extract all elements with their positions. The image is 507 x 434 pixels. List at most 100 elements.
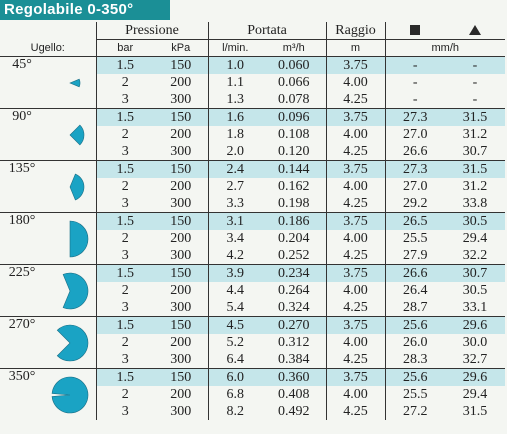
cell-sq: -	[384, 74, 446, 91]
cell-m3h: 0.324	[278, 299, 310, 315]
cell-m: 4.00	[325, 126, 386, 143]
spray-sector-icon	[69, 173, 84, 200]
cell-lmin: 5.2	[207, 334, 263, 351]
table-row: 3 300 8.2 0.492 4.25 27.2 31.5	[0, 403, 505, 420]
spray-sector-icon	[62, 272, 89, 309]
cell-kpa: 200	[170, 230, 192, 246]
table-row: 270° 1.5 150 4.5 0.270 3.75 25.6 29.6	[0, 316, 506, 369]
cell-kpa: 200	[170, 74, 192, 90]
table-row: 2 200 6.8 0.408 4.00 25.5 29.4	[0, 386, 505, 403]
spec-table: Pressione Portata Raggio Ugello: bar kPa…	[0, 22, 506, 420]
cell-m3h: 0.144	[262, 160, 327, 178]
cell-lmin: 5.4	[207, 299, 263, 317]
cell-kpa: 300	[170, 143, 192, 159]
table-row: 3 300 2.0 0.120 4.25 26.6 30.7	[0, 143, 505, 161]
table-row: 2 200 4.4 0.264 4.00 26.4 30.5	[0, 282, 505, 299]
table-row: 2 200 2.7 0.162 4.00 27.0 31.2	[0, 178, 505, 195]
cell-m: 4.25	[325, 195, 386, 213]
cell-sq: -	[384, 56, 446, 74]
cell-m3h: 0.360	[262, 368, 327, 386]
cell-tri: 31.2	[462, 126, 488, 142]
spray-pattern-cell	[44, 316, 97, 369]
cell-m3h: 0.108	[278, 126, 310, 142]
cell-m: 4.25	[325, 247, 386, 265]
cell-kpa: 150	[154, 212, 209, 230]
table-body: Pressione Portata Raggio Ugello: bar kPa…	[0, 22, 506, 420]
nozzle-angle: 45°	[0, 56, 44, 109]
cell-lmin: 2.4	[207, 160, 263, 178]
table-row: 45° 1.5 150 1.0 0.060 3.75- -	[0, 56, 506, 109]
nozzle-angle: 270°	[0, 316, 44, 369]
table-title: Regolabile 0-350°	[0, 0, 170, 20]
cell-bar: 3	[95, 195, 154, 213]
cell-m3h: 0.270	[262, 316, 327, 334]
cell-tri: 30.5	[445, 212, 506, 230]
cell-tri: 30.5	[462, 282, 488, 298]
cell-lmin: 6.4	[207, 351, 263, 369]
cell-kpa: 300	[170, 299, 192, 315]
cell-m3h: 0.264	[278, 282, 310, 298]
cell-m: 4.25	[325, 143, 386, 161]
table-row: 350° 1.5 150 6.0 0.360 3.75 25.6 29.6	[0, 368, 506, 420]
unit-lmin: l/min.	[207, 39, 263, 57]
cell-sq: 27.2	[384, 403, 446, 420]
cell-kpa: 150	[154, 316, 209, 334]
header-row-units: Ugello: bar kPa l/min. m³/h m mm/h	[0, 39, 506, 57]
cell-lmin: 4.5	[207, 316, 263, 334]
spray-sector-icon	[69, 124, 85, 145]
cell-sq: 25.6	[384, 316, 446, 334]
cell-sq: 27.3	[384, 108, 446, 126]
cell-kpa: 300	[170, 91, 192, 107]
cell-tri: 33.8	[462, 195, 488, 211]
table-row: 2 200 5.2 0.312 4.00 26.0 30.0	[0, 334, 505, 351]
cell-tri: 31.5	[445, 160, 506, 178]
cell-lmin: 3.3	[207, 195, 263, 213]
spray-pattern-cell	[44, 212, 97, 265]
spray-pattern-cell	[44, 160, 97, 213]
cell-m: 4.00	[325, 74, 386, 91]
cell-m: 4.25	[325, 299, 386, 317]
spray-pattern-cell	[44, 368, 97, 420]
cell-sq: 27.0	[384, 178, 446, 195]
spray-sector-icon	[56, 324, 89, 361]
cell-lmin: 1.6	[207, 108, 263, 126]
cell-sq: 26.4	[384, 282, 446, 299]
table-row: 180° 1.5 150 3.1 0.186 3.75 26.5 30.5	[0, 212, 506, 265]
cell-kpa: 300	[170, 247, 192, 263]
cell-bar: 1.5	[95, 56, 154, 74]
cell-lmin: 2.0	[207, 143, 263, 161]
header-square	[384, 22, 446, 40]
cell-m3h: 0.198	[278, 195, 310, 211]
cell-tri: 29.4	[462, 386, 488, 402]
cell-bar: 3	[95, 351, 154, 369]
table-row: 3 300 5.4 0.324 4.25 28.7 33.1	[0, 299, 505, 317]
cell-kpa: 150	[154, 108, 209, 126]
cell-tri: 33.1	[462, 299, 488, 315]
unit-m: m	[325, 39, 386, 57]
cell-tri: 30.0	[462, 334, 488, 350]
cell-bar: 1.5	[95, 212, 154, 230]
header-raggio: Raggio	[325, 22, 386, 40]
cell-bar: 3	[95, 91, 154, 109]
header-ugello: Ugello:	[30, 41, 65, 54]
header-triangle	[445, 22, 506, 40]
table-row: 2 200 3.4 0.204 4.00 25.5 29.4	[0, 230, 505, 247]
cell-m: 4.00	[325, 386, 386, 403]
cell-m: 4.25	[325, 91, 386, 109]
cell-m3h: 0.204	[278, 230, 310, 246]
table-row: 3 300 4.2 0.252 4.25 27.9 32.2	[0, 247, 505, 265]
cell-tri: -	[472, 74, 478, 90]
cell-sq: 28.7	[384, 299, 446, 317]
cell-tri: 31.5	[462, 403, 488, 419]
table-row: 225° 1.5 150 3.9 0.234 3.75 26.6 30.7	[0, 264, 506, 317]
cell-bar: 3	[95, 143, 154, 161]
cell-sq: 25.5	[384, 230, 446, 247]
cell-bar: 2	[95, 282, 154, 299]
cell-lmin: 2.7	[207, 178, 263, 195]
spray-sector-icon	[68, 78, 81, 87]
cell-tri: 29.4	[462, 230, 488, 246]
cell-m: 3.75	[325, 56, 386, 74]
spray-pattern-cell	[44, 264, 97, 317]
cell-m3h: 0.120	[278, 143, 310, 159]
cell-sq: 27.9	[384, 247, 446, 265]
